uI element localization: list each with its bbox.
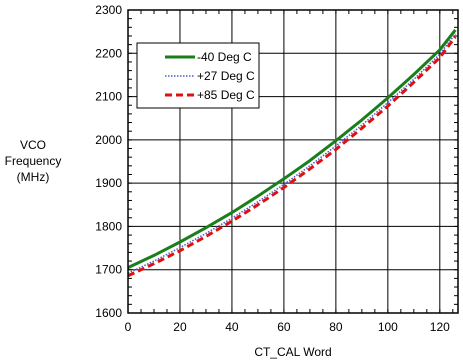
y-axis-label-line: (MHz) [16,170,50,184]
x-tick-label: 80 [329,320,343,334]
series-layer [127,28,457,278]
x-tick-label: 120 [430,320,450,334]
y-axis-label: VCO Frequency (MHz) [2,137,64,185]
legend-label: +27 Deg C [197,69,255,83]
y-tick-label: 2200 [95,46,122,60]
legend-label: -40 Deg C [197,50,252,64]
y-tick-label: 2100 [95,90,122,104]
grid [127,9,458,314]
y-tick-label: 2300 [95,3,122,17]
series-line [127,33,456,274]
x-tick-label: 20 [173,320,187,334]
y-axis-label-line: Frequency [4,154,62,168]
y-tick-label: 2000 [95,133,122,147]
series-line [127,28,457,269]
x-tick-label: 100 [378,320,398,334]
plot-frame [127,9,459,314]
x-tick-label: 60 [277,320,291,334]
y-tick-label: 1600 [95,306,122,320]
y-tick-label: 1800 [95,219,122,233]
legend-label: +85 Deg C [197,88,255,102]
y-tick-label: 1900 [95,176,122,190]
x-tick-label: 40 [225,320,239,334]
legend: -40 Deg C +27 Deg C +85 Deg C [136,42,260,109]
x-tick-label: 0 [125,320,132,334]
y-tick-label: 1700 [95,263,122,277]
y-axis-label-line: VCO [19,138,46,152]
tick-labels: 0 20 40 60 80 100 120 1600 1700 1800 1900 2000 2100 2… [95,3,450,334]
x-axis-label: CT_CAL Word [254,345,332,359]
legend-box [136,42,260,109]
